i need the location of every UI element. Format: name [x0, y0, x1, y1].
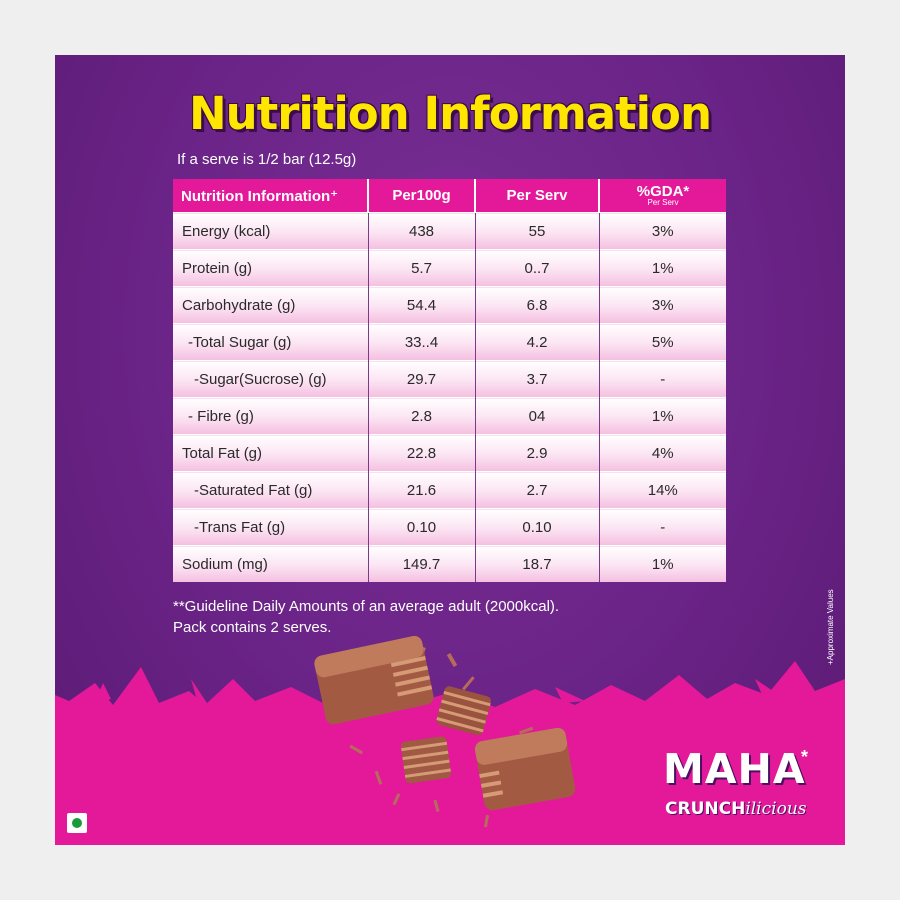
header-per100g: Per100g — [368, 179, 476, 213]
value-gda: 1% — [599, 397, 726, 435]
brand-star: * — [801, 747, 809, 767]
brand-logo: MAHA — [663, 745, 806, 793]
value-perserv: 4.2 — [475, 323, 600, 361]
wafer-bar-chunk — [474, 727, 576, 811]
value-perserv: 55 — [475, 212, 600, 250]
header-gda-label: %GDA* — [636, 183, 690, 200]
value-per100g: 438 — [368, 212, 476, 250]
value-perserv: 0..7 — [475, 249, 600, 287]
table-row: Energy (kcal) 438 55 3% — [173, 212, 726, 250]
value-perserv: 2.7 — [475, 471, 600, 509]
value-perserv: 04 — [475, 397, 600, 435]
veg-mark-icon — [67, 813, 87, 833]
shard — [191, 679, 215, 715]
value-perserv: 18.7 — [475, 545, 600, 582]
shard — [95, 683, 111, 703]
header-gda: %GDA* Per Serv — [599, 179, 726, 213]
brand-tagline-bold: CRUNCH — [665, 799, 746, 819]
table-row: Carbohydrate (g) 54.4 6.8 3% — [173, 286, 726, 324]
brand-tagline-italic: ilicious — [745, 799, 807, 819]
nutrient-name: -Sugar(Sucrose) (g) — [173, 360, 369, 398]
nutrient-name: Total Fat (g) — [173, 434, 369, 472]
page-title: Nutrition Information — [189, 87, 712, 140]
header-perserv: Per Serv — [475, 179, 600, 213]
shard — [555, 687, 585, 703]
value-per100g: 21.6 — [368, 471, 476, 509]
table-row: -Total Sugar (g) 33..4 4.2 5% — [173, 323, 726, 361]
nutrition-panel: Nutrition Information If a serve is 1/2 … — [55, 55, 845, 845]
value-per100g: 5.7 — [368, 249, 476, 287]
value-gda: 4% — [599, 434, 726, 472]
header-nutrient: Nutrition Information⁺ — [173, 179, 369, 213]
value-per100g: 33..4 — [368, 323, 476, 361]
brand-tagline: CRUNCHilicious — [665, 799, 807, 819]
table-row: Sodium (mg) 149.7 18.7 1% — [173, 545, 726, 582]
nutrient-name: Energy (kcal) — [173, 212, 369, 250]
table-row: Protein (g) 5.7 0..7 1% — [173, 249, 726, 287]
table-row: Total Fat (g) 22.8 2.9 4% — [173, 434, 726, 472]
table-header-row: Nutrition Information⁺ Per100g Per Serv … — [173, 179, 726, 213]
nutrient-name: - Fibre (g) — [173, 397, 369, 435]
nutrition-table: Nutrition Information⁺ Per100g Per Serv … — [173, 179, 726, 582]
shard — [695, 691, 717, 709]
value-gda: 1% — [599, 249, 726, 287]
value-perserv: 3.7 — [475, 360, 600, 398]
shard — [755, 679, 785, 705]
shard — [125, 691, 151, 705]
wafer-bar-piece — [400, 736, 452, 784]
footnote: **Guideline Daily Amounts of an average … — [173, 596, 559, 638]
value-perserv: 0.10 — [475, 508, 600, 546]
value-gda: 5% — [599, 323, 726, 361]
header-gda-sub: Per Serv — [647, 198, 679, 207]
value-perserv: 6.8 — [475, 286, 600, 324]
wafer-bar-small — [436, 686, 492, 736]
table-row: - Fibre (g) 2.8 04 1% — [173, 397, 726, 435]
table-row: -Sugar(Sucrose) (g) 29.7 3.7 - — [173, 360, 726, 398]
wafer-bar-illustration — [55, 635, 845, 845]
nutrient-name: -Saturated Fat (g) — [173, 471, 369, 509]
nutrient-name: -Trans Fat (g) — [173, 508, 369, 546]
table-row: -Saturated Fat (g) 21.6 2.7 14% — [173, 471, 726, 509]
value-gda: 14% — [599, 471, 726, 509]
value-per100g: 54.4 — [368, 286, 476, 324]
value-gda: - — [599, 360, 726, 398]
value-per100g: 0.10 — [368, 508, 476, 546]
value-gda: 3% — [599, 286, 726, 324]
wafer-bar-large — [314, 635, 434, 725]
value-gda: - — [599, 508, 726, 546]
nutrient-name: Sodium (mg) — [173, 545, 369, 582]
value-gda: 3% — [599, 212, 726, 250]
nutrient-name: -Total Sugar (g) — [173, 323, 369, 361]
nutrient-name: Protein (g) — [173, 249, 369, 287]
nutrient-name: Carbohydrate (g) — [173, 286, 369, 324]
footnote-serves: Pack contains 2 serves. — [173, 619, 332, 636]
pink-band — [55, 661, 845, 845]
footnote-gda: **Guideline Daily Amounts of an average … — [173, 598, 560, 615]
value-per100g: 22.8 — [368, 434, 476, 472]
value-gda: 1% — [599, 545, 726, 582]
value-per100g: 149.7 — [368, 545, 476, 582]
value-per100g: 2.8 — [368, 397, 476, 435]
table-row: -Trans Fat (g) 0.10 0.10 - — [173, 508, 726, 546]
value-per100g: 29.7 — [368, 360, 476, 398]
serve-note: If a serve is 1/2 bar (12.5g) — [177, 151, 357, 168]
value-perserv: 2.9 — [475, 434, 600, 472]
